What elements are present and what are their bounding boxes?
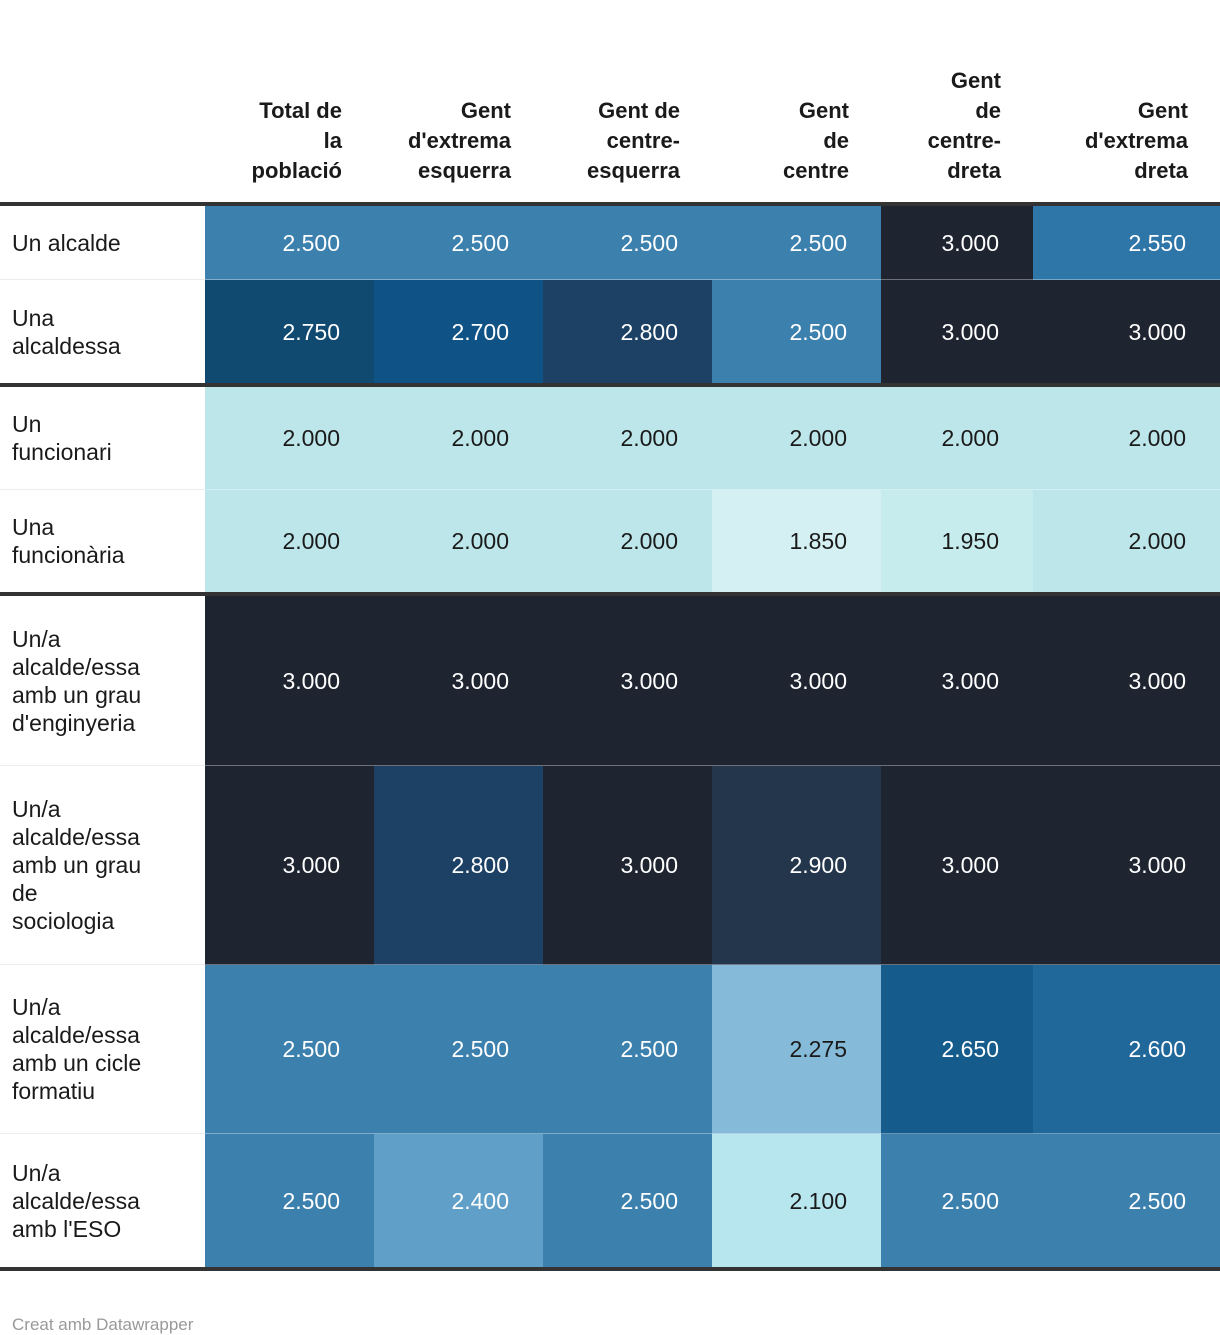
row-label: Un/a alcalde/essa amb un grau de sociolo… <box>0 765 205 965</box>
heatmap-cell: 3.000 <box>543 765 712 965</box>
heatmap-cell: 3.000 <box>1033 765 1220 965</box>
heatmap-cell: 2.500 <box>374 964 543 1134</box>
heatmap-cell: 2.000 <box>205 489 374 594</box>
row-label: Un/a alcalde/essa amb l'ESO <box>0 1133 205 1271</box>
column-header-2: Gent d'extrema esquerra <box>374 0 543 206</box>
heatmap-cell: 3.000 <box>881 765 1033 965</box>
heatmap-cell: 3.000 <box>1033 592 1220 766</box>
heatmap-cell: 3.000 <box>205 592 374 766</box>
heatmap-cell: 2.500 <box>205 1133 374 1271</box>
heatmap-cell: 2.500 <box>543 964 712 1134</box>
table-body: Un alcalde 2.500 2.500 2.500 2.500 3.000 2.550… <box>0 204 1220 1271</box>
header-row: Total de la població Gent d'extrema esque… <box>0 0 1220 206</box>
heatmap-cell: 2.000 <box>374 383 543 490</box>
heatmap-cell: 3.000 <box>374 592 543 766</box>
heatmap-cell: 2.750 <box>205 279 374 385</box>
heatmap-cell: 2.000 <box>205 383 374 490</box>
heatmap-cell: 2.100 <box>712 1133 881 1271</box>
heatmap-cell: 1.850 <box>712 489 881 594</box>
heatmap-cell: 2.000 <box>712 383 881 490</box>
heatmap-cell: 2.500 <box>543 1133 712 1271</box>
heatmap-cell: 2.500 <box>543 204 712 280</box>
table-row: Una funcionària 2.000 2.000 2.000 1.850 1.950… <box>0 489 1220 594</box>
table-row: Un/a alcalde/essa amb un grau de sociolo… <box>0 765 1220 965</box>
row-label: Una funcionària <box>0 489 205 594</box>
table-row: Una alcaldessa 2.750 2.700 2.800 2.500 3.000 3… <box>0 279 1220 385</box>
heatmap-cell: 2.000 <box>1033 383 1220 490</box>
row-label: Una alcaldessa <box>0 279 205 385</box>
row-label: Un funcionari <box>0 383 205 490</box>
heatmap-cell: 2.000 <box>543 489 712 594</box>
heatmap-cell: 1.950 <box>881 489 1033 594</box>
heatmap-cell: 2.600 <box>1033 964 1220 1134</box>
row-label: Un/a alcalde/essa amb un cicle formatiu <box>0 964 205 1134</box>
column-header-1: Total de la població <box>205 0 374 206</box>
heatmap-cell: 3.000 <box>543 592 712 766</box>
heatmap-cell: 2.000 <box>1033 489 1220 594</box>
table-row: Un/a alcalde/essa amb un grau d'enginyer… <box>0 592 1220 766</box>
heatmap-cell: 3.000 <box>881 204 1033 280</box>
footer: Creat amb Datawrapper <box>12 1315 1220 1335</box>
heatmap-cell: 2.000 <box>881 383 1033 490</box>
heatmap-cell: 3.000 <box>881 592 1033 766</box>
table-row: Un funcionari 2.000 2.000 2.000 2.000 2.000 2.… <box>0 383 1220 490</box>
column-header-6: Gent d'extrema dreta <box>1033 0 1220 206</box>
heatmap-cell: 2.500 <box>205 204 374 280</box>
heatmap-cell: 2.550 <box>1033 204 1220 280</box>
table-header: Total de la població Gent d'extrema esque… <box>0 0 1220 206</box>
corner-cell <box>0 0 205 206</box>
heatmap-cell: 2.800 <box>543 279 712 385</box>
datawrapper-credit: Creat amb Datawrapper <box>12 1315 194 1334</box>
heatmap-cell: 2.500 <box>712 279 881 385</box>
heatmap-cell: 2.900 <box>712 765 881 965</box>
heatmap-table: Total de la població Gent d'extrema esque… <box>0 0 1220 1271</box>
heatmap-cell: 2.800 <box>374 765 543 965</box>
row-label: Un alcalde <box>0 204 205 280</box>
table-row: Un/a alcalde/essa amb l'ESO 2.500 2.400 2.5… <box>0 1133 1220 1271</box>
heatmap-cell: 2.275 <box>712 964 881 1134</box>
heatmap-cell: 2.400 <box>374 1133 543 1271</box>
heatmap-cell: 2.700 <box>374 279 543 385</box>
heatmap-cell: 2.000 <box>543 383 712 490</box>
heatmap-cell: 2.500 <box>881 1133 1033 1271</box>
column-header-5: Gent de centre- dreta <box>881 0 1033 206</box>
row-label: Un/a alcalde/essa amb un grau d'enginyer… <box>0 592 205 766</box>
heatmap-cell: 2.500 <box>1033 1133 1220 1271</box>
heatmap-cell: 3.000 <box>881 279 1033 385</box>
heatmap-cell: 3.000 <box>712 592 881 766</box>
column-header-3: Gent de centre- esquerra <box>543 0 712 206</box>
heatmap-cell: 2.500 <box>205 964 374 1134</box>
heatmap-cell: 2.500 <box>374 204 543 280</box>
heatmap-cell: 2.500 <box>712 204 881 280</box>
heatmap-cell: 2.000 <box>374 489 543 594</box>
heatmap-cell: 3.000 <box>205 765 374 965</box>
heatmap-cell: 3.000 <box>1033 279 1220 385</box>
table-row: Un/a alcalde/essa amb un cicle formatiu 2… <box>0 964 1220 1134</box>
heatmap-cell: 2.650 <box>881 964 1033 1134</box>
column-header-4: Gent de centre <box>712 0 881 206</box>
table-row: Un alcalde 2.500 2.500 2.500 2.500 3.000 2.550 <box>0 204 1220 280</box>
